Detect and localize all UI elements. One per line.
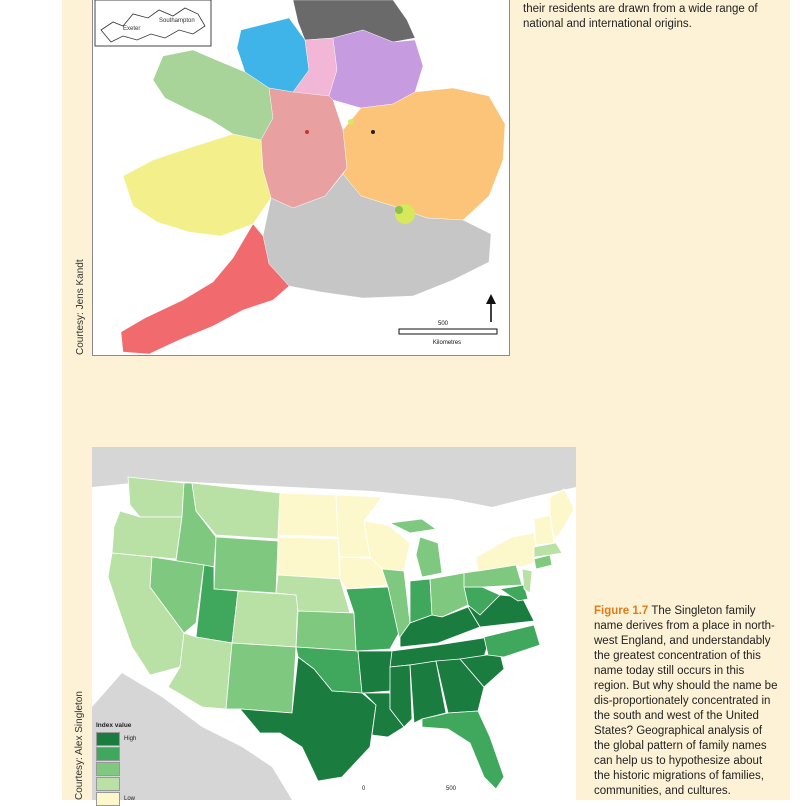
state-oregon (111, 510, 183, 560)
scale-label-zero: 0 (362, 786, 366, 792)
state-georgia (435, 658, 485, 714)
legend-title: Index value (96, 722, 132, 729)
legend-row (96, 776, 166, 791)
region-wales-south (122, 133, 272, 237)
london-cluster-core (395, 206, 403, 214)
inset-label-southampton: Southampton (159, 18, 195, 24)
state-south-dakota (277, 536, 341, 580)
region-southwest (120, 223, 290, 355)
inset-label-exeter: Exeter (123, 26, 140, 32)
state-michigan (388, 518, 443, 578)
state-north-dakota (277, 492, 339, 538)
legend-swatch (96, 791, 120, 806)
legend-swatch (96, 761, 120, 776)
body-text-top: their residents are drawn from a wide ra… (523, 2, 773, 32)
scale-label-500: 500 (446, 786, 457, 792)
scale-unit: Kilometres (433, 340, 461, 346)
state-montana (191, 482, 281, 540)
legend-row (96, 761, 166, 776)
legend-swatch (96, 746, 120, 761)
inset-coastline (100, 7, 206, 43)
state-nevada (149, 556, 205, 634)
map-legend: Index value High Low (96, 722, 166, 806)
top-paragraph: their residents are drawn from a wide ra… (523, 3, 758, 30)
legend-row (96, 746, 166, 761)
state-south-carolina (459, 652, 505, 688)
state-massachusetts (533, 542, 563, 558)
scale-bar (398, 328, 498, 335)
state-mississippi (389, 664, 413, 728)
state-washington (127, 476, 185, 518)
legend-row: High (96, 731, 166, 746)
state-arkansas (357, 650, 393, 694)
usa-map-svg (92, 447, 576, 800)
england-map-svg: Exeter Southampton 500 Kilome (94, 0, 506, 355)
courtesy-credit-a: Courtesy: Jens Kandt (75, 259, 86, 355)
region-east (342, 87, 506, 221)
legend-swatch (96, 731, 120, 746)
state-maryland (498, 584, 529, 602)
state-new-jersey (521, 568, 533, 594)
midlands-cluster (348, 119, 354, 125)
state-texas (239, 656, 377, 782)
north-arrow-icon (486, 294, 496, 304)
mexico-land (92, 673, 292, 800)
state-wyoming (213, 536, 279, 594)
figure-caption: Figure 1.7 The Singleton family name deri… (594, 604, 780, 799)
state-kansas (295, 610, 357, 652)
midlands-dot (305, 130, 309, 134)
inset-map-frame (94, 0, 212, 47)
legend-label-low: Low (124, 795, 136, 802)
caption-text: The Singleton family name derives from a… (594, 605, 778, 797)
scale-value: 500 (438, 321, 449, 327)
canada-land (92, 447, 576, 507)
state-new-mexico (225, 642, 297, 714)
state-vermont-nh (533, 514, 555, 546)
state-new-york (475, 532, 539, 572)
east-dot (371, 130, 375, 134)
usa-map (92, 447, 576, 800)
england-wales-map: Exeter Southampton 500 Kilome (92, 0, 510, 356)
state-florida (421, 710, 505, 790)
state-colorado (231, 590, 299, 648)
courtesy-credit-b: Courtesy: Alex Singleton (74, 691, 85, 800)
legend-label-high: High (124, 735, 137, 742)
legend-row: Low (96, 791, 166, 806)
legend-swatch (96, 776, 120, 791)
state-ohio (429, 572, 469, 618)
state-connecticut (533, 554, 553, 570)
caption-label: Figure 1.7 (594, 605, 649, 617)
state-maine (549, 488, 575, 540)
state-north-carolina (483, 624, 541, 658)
